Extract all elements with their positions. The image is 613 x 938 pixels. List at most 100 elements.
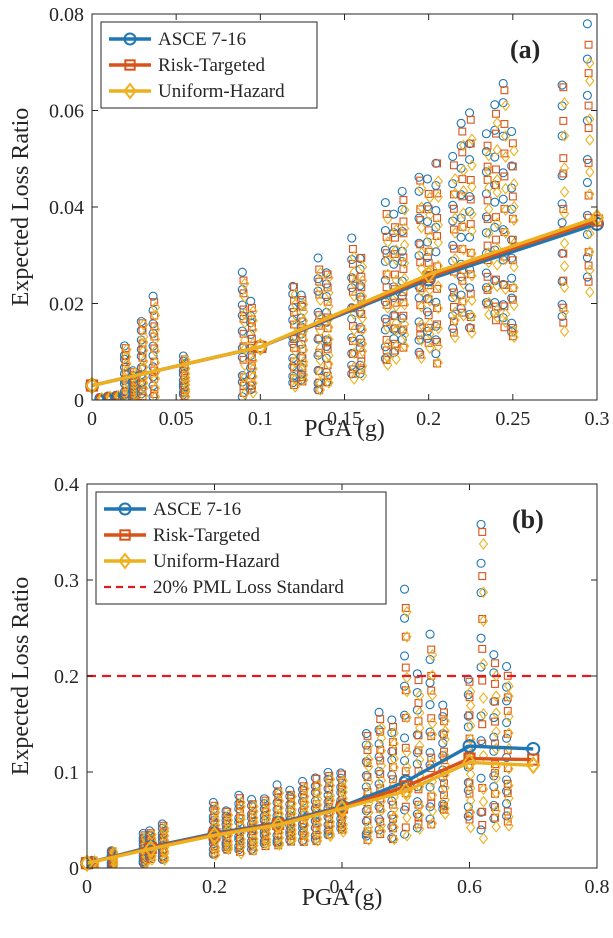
scatter-point bbox=[389, 727, 399, 739]
scatter-point bbox=[467, 326, 477, 339]
scatter-point bbox=[483, 272, 492, 281]
scatter-point bbox=[389, 737, 399, 750]
scatter-point bbox=[491, 690, 501, 703]
scatter-point bbox=[425, 327, 435, 340]
scatter-point bbox=[361, 740, 371, 750]
scatter-point bbox=[324, 358, 334, 370]
scatter-point bbox=[449, 225, 458, 234]
scatter-point bbox=[363, 804, 372, 813]
scatter-point bbox=[290, 343, 298, 352]
scatter-point bbox=[376, 732, 387, 744]
scatter-point bbox=[422, 201, 433, 212]
scatter-point bbox=[491, 820, 501, 833]
scatter-point bbox=[422, 237, 433, 247]
scatter-point bbox=[383, 236, 393, 248]
scatter-point bbox=[247, 794, 257, 804]
scatter-point bbox=[476, 588, 486, 598]
scatter-point bbox=[433, 302, 443, 315]
scatter-point bbox=[248, 305, 258, 318]
scatter-point bbox=[557, 218, 567, 228]
scatter-point bbox=[483, 241, 492, 250]
scatter-point bbox=[416, 331, 425, 340]
scatter-point bbox=[491, 769, 499, 777]
scatter-point bbox=[508, 139, 517, 148]
scatter-point bbox=[290, 345, 300, 357]
series-point bbox=[79, 854, 95, 873]
scatter-point bbox=[483, 175, 492, 184]
legend-entry-label: Risk-Targeted bbox=[158, 55, 266, 76]
scatter-point bbox=[478, 676, 487, 685]
scatter-point bbox=[147, 828, 157, 841]
scatter-point bbox=[412, 669, 422, 679]
scatter-point bbox=[481, 283, 491, 293]
scatter-point bbox=[287, 803, 297, 816]
scatter-point bbox=[466, 324, 475, 333]
scatter-point bbox=[357, 274, 368, 287]
scatter-point bbox=[483, 141, 492, 150]
series-point bbox=[462, 753, 477, 772]
x-tick-label: 0.8 bbox=[585, 876, 610, 898]
scatter-point bbox=[239, 289, 248, 298]
scatter-point bbox=[315, 265, 324, 274]
scatter-point bbox=[450, 227, 460, 239]
scatter-point bbox=[325, 789, 336, 802]
scatter-point bbox=[559, 318, 568, 327]
scatter-point bbox=[122, 350, 132, 363]
scatter-point bbox=[503, 693, 512, 702]
scatter-point bbox=[389, 752, 399, 765]
scatter-point bbox=[449, 328, 458, 337]
scatter-point bbox=[433, 356, 443, 369]
scatter-point bbox=[478, 615, 489, 627]
x-tick-label: 0 bbox=[82, 876, 92, 898]
scatter-point bbox=[416, 201, 427, 214]
scatter-point bbox=[498, 78, 508, 89]
scatter-point bbox=[427, 805, 438, 817]
scatter-point bbox=[323, 283, 332, 292]
scatter-point bbox=[500, 253, 511, 265]
scatter-point bbox=[312, 787, 323, 799]
scatter-point bbox=[448, 323, 458, 333]
scatter-point bbox=[557, 311, 567, 321]
scatter-point bbox=[465, 794, 476, 807]
scatter-point bbox=[465, 782, 476, 795]
scatter-point bbox=[391, 340, 401, 353]
scatter-point bbox=[239, 305, 248, 314]
scatter-point bbox=[478, 720, 487, 729]
scatter-point bbox=[325, 816, 336, 828]
scatter-point bbox=[484, 281, 494, 294]
scatter-point bbox=[438, 700, 448, 710]
scatter-point bbox=[416, 285, 427, 297]
scatter-point bbox=[290, 356, 300, 369]
scatter-point bbox=[382, 283, 391, 292]
scatter-point bbox=[458, 243, 469, 256]
scatter-point bbox=[399, 318, 410, 331]
scatter-point bbox=[382, 209, 391, 218]
scatter-point bbox=[424, 311, 433, 320]
scatter-point bbox=[492, 109, 500, 118]
scatter-point bbox=[500, 226, 511, 239]
scatter-point bbox=[431, 247, 441, 257]
scatter-point bbox=[363, 773, 372, 782]
scatter-point bbox=[261, 804, 272, 817]
scatter-point bbox=[290, 380, 300, 393]
scatter-point bbox=[402, 811, 412, 824]
legend-entry-label: ASCE 7-16 bbox=[158, 29, 246, 50]
scatter-point bbox=[465, 685, 476, 698]
scatter-point bbox=[427, 689, 438, 702]
scatter-point bbox=[509, 214, 519, 227]
scatter-point bbox=[298, 356, 309, 368]
scatter-point bbox=[325, 802, 336, 815]
scatter-point bbox=[466, 220, 475, 228]
scatter-point bbox=[387, 715, 397, 725]
scatter-point bbox=[427, 788, 438, 801]
scatter-point bbox=[438, 799, 448, 809]
scatter-point bbox=[150, 390, 161, 400]
scatter-point bbox=[509, 200, 519, 213]
scatter-point bbox=[355, 281, 365, 291]
scatter-point bbox=[498, 131, 508, 141]
scatter-point bbox=[467, 310, 477, 323]
scatter-point bbox=[383, 337, 393, 350]
scatter-point bbox=[507, 273, 517, 283]
scatter-point bbox=[427, 753, 436, 762]
scatter-point bbox=[449, 317, 458, 326]
